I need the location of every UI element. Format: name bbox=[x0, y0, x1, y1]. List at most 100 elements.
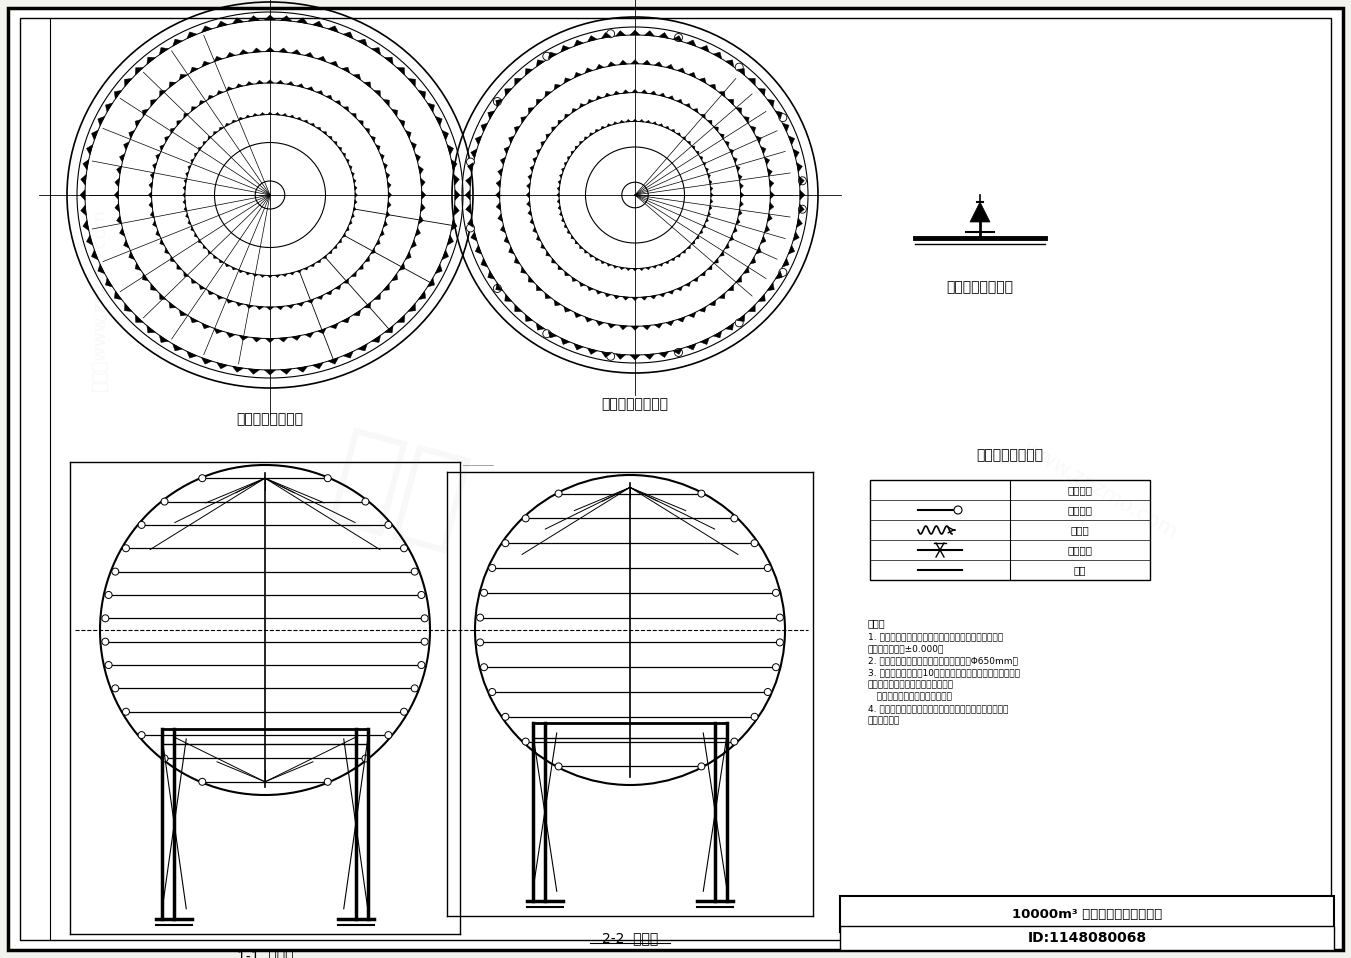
Polygon shape bbox=[408, 304, 416, 311]
Ellipse shape bbox=[255, 181, 285, 209]
Circle shape bbox=[105, 662, 112, 669]
Circle shape bbox=[607, 30, 615, 37]
Polygon shape bbox=[692, 240, 694, 244]
Polygon shape bbox=[520, 267, 527, 273]
Polygon shape bbox=[467, 163, 473, 172]
Polygon shape bbox=[346, 227, 349, 231]
Polygon shape bbox=[689, 73, 696, 78]
Polygon shape bbox=[365, 128, 370, 133]
Polygon shape bbox=[338, 147, 342, 150]
Polygon shape bbox=[536, 148, 540, 154]
Text: 高，以球底坑为±0.000。: 高，以球底坑为±0.000。 bbox=[867, 644, 944, 653]
Polygon shape bbox=[155, 230, 159, 237]
Polygon shape bbox=[177, 121, 181, 125]
Circle shape bbox=[422, 638, 428, 645]
Polygon shape bbox=[358, 344, 367, 351]
Polygon shape bbox=[177, 264, 181, 269]
Polygon shape bbox=[265, 370, 276, 375]
Polygon shape bbox=[677, 286, 682, 290]
Polygon shape bbox=[119, 228, 124, 237]
Circle shape bbox=[698, 763, 705, 770]
Polygon shape bbox=[370, 248, 376, 254]
Polygon shape bbox=[705, 168, 708, 171]
Polygon shape bbox=[488, 111, 494, 119]
Text: 10000m³ 球罐水喷雾管道布置图: 10000m³ 球罐水喷雾管道布置图 bbox=[1012, 907, 1162, 921]
Polygon shape bbox=[558, 206, 561, 210]
Polygon shape bbox=[653, 265, 657, 268]
Polygon shape bbox=[353, 310, 361, 316]
Polygon shape bbox=[346, 159, 349, 163]
Polygon shape bbox=[184, 207, 186, 212]
Polygon shape bbox=[199, 285, 205, 289]
Polygon shape bbox=[149, 192, 151, 198]
Polygon shape bbox=[711, 187, 713, 191]
Polygon shape bbox=[281, 369, 292, 375]
Polygon shape bbox=[335, 101, 340, 105]
Polygon shape bbox=[557, 193, 559, 197]
Polygon shape bbox=[159, 48, 169, 55]
Polygon shape bbox=[767, 169, 773, 176]
Circle shape bbox=[477, 639, 484, 646]
Polygon shape bbox=[730, 148, 734, 154]
Polygon shape bbox=[170, 257, 176, 262]
Circle shape bbox=[112, 685, 119, 692]
Polygon shape bbox=[342, 67, 350, 73]
Polygon shape bbox=[208, 250, 212, 254]
Polygon shape bbox=[748, 79, 755, 85]
Polygon shape bbox=[526, 192, 530, 198]
Polygon shape bbox=[147, 326, 155, 332]
Polygon shape bbox=[530, 218, 534, 224]
Polygon shape bbox=[358, 121, 363, 125]
Polygon shape bbox=[342, 317, 350, 323]
Polygon shape bbox=[151, 284, 157, 290]
Circle shape bbox=[521, 738, 530, 745]
Polygon shape bbox=[92, 250, 99, 260]
Polygon shape bbox=[761, 236, 766, 243]
Polygon shape bbox=[173, 39, 182, 46]
Polygon shape bbox=[399, 262, 405, 270]
Polygon shape bbox=[588, 348, 597, 354]
Polygon shape bbox=[388, 192, 392, 198]
Polygon shape bbox=[201, 357, 212, 364]
Polygon shape bbox=[700, 271, 705, 276]
Polygon shape bbox=[170, 128, 176, 133]
Polygon shape bbox=[644, 31, 654, 36]
Text: 消防分管: 消防分管 bbox=[1067, 505, 1093, 515]
Polygon shape bbox=[159, 335, 169, 342]
Polygon shape bbox=[123, 240, 130, 248]
Polygon shape bbox=[311, 124, 315, 126]
Polygon shape bbox=[386, 211, 389, 217]
Polygon shape bbox=[565, 224, 567, 228]
Polygon shape bbox=[509, 136, 515, 143]
Polygon shape bbox=[659, 33, 669, 38]
Polygon shape bbox=[619, 60, 627, 65]
Polygon shape bbox=[571, 108, 577, 113]
Polygon shape bbox=[589, 133, 593, 136]
Polygon shape bbox=[208, 136, 212, 140]
Polygon shape bbox=[654, 61, 662, 66]
Polygon shape bbox=[748, 305, 755, 311]
Polygon shape bbox=[536, 100, 542, 105]
Circle shape bbox=[422, 615, 428, 622]
Polygon shape bbox=[685, 103, 690, 108]
Polygon shape bbox=[376, 240, 380, 245]
Polygon shape bbox=[259, 112, 265, 115]
Polygon shape bbox=[601, 33, 611, 38]
Polygon shape bbox=[405, 130, 411, 138]
Text: 水雾喷头: 水雾喷头 bbox=[1067, 485, 1093, 495]
Polygon shape bbox=[297, 83, 304, 88]
Polygon shape bbox=[526, 69, 532, 76]
Circle shape bbox=[731, 514, 738, 522]
Polygon shape bbox=[594, 258, 598, 261]
Polygon shape bbox=[708, 121, 712, 125]
Polygon shape bbox=[738, 314, 744, 321]
Polygon shape bbox=[232, 18, 243, 24]
Polygon shape bbox=[451, 220, 457, 231]
Polygon shape bbox=[711, 193, 713, 197]
Polygon shape bbox=[639, 268, 644, 270]
Polygon shape bbox=[358, 39, 367, 46]
Polygon shape bbox=[700, 45, 709, 52]
Circle shape bbox=[674, 349, 682, 356]
Polygon shape bbox=[226, 53, 235, 57]
Polygon shape bbox=[326, 95, 332, 100]
